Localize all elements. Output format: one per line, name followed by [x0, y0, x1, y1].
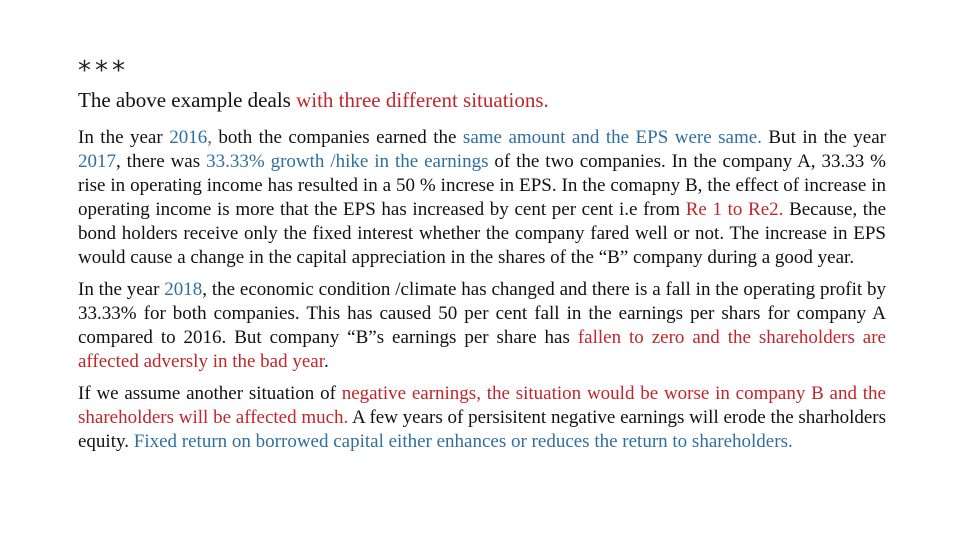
p2-fallen-zero: fallen to zero and the shareholders are … — [78, 327, 886, 372]
slide-content: *** The above example deals with three d… — [78, 58, 886, 462]
slide-heading: The above example deals with three diffe… — [78, 88, 886, 112]
p1-text-6: Because, the bond holders receive only t… — [78, 199, 886, 268]
p3-text-1: If we assume another situation of — [78, 383, 342, 404]
p3-text-2: A few years of persisitent negative earn… — [78, 407, 886, 452]
heading-accent: with three different situations. — [296, 88, 549, 112]
p1-text-5: of the two companies. In the company A, … — [78, 151, 886, 220]
p3-negative: negative earnings, the situation would b… — [78, 383, 886, 428]
p1-text-1: In the year — [78, 127, 170, 148]
p1-year-2017: 2017 — [78, 151, 116, 172]
p1-text-3: But in the year — [761, 127, 887, 148]
paragraph-2018: In the year 2018, the economic condition… — [78, 278, 886, 374]
p1-re-change: Re 1 to Re2. — [685, 199, 784, 220]
p2-year-2018: 2018 — [164, 279, 203, 300]
p1-text-4: , there was — [116, 151, 207, 172]
p2-text-3: . — [324, 351, 329, 372]
p1-growth: 33.33% growth /hike in the earnings — [206, 151, 489, 172]
paragraph-2016-2017: In the year 2016, both the companies ear… — [78, 126, 886, 270]
p3-fixed-return: Fixed return on borrowed capital either … — [133, 431, 793, 452]
heading-plain: The above example deals — [78, 88, 297, 112]
paragraph-negative-earnings: If we assume another situation of negati… — [78, 382, 886, 454]
p1-same-eps: same amount and the EPS were same. — [462, 127, 762, 148]
p1-year-2016: 2016, — [169, 127, 212, 148]
p1-text-2: both the companies earned the — [211, 127, 463, 148]
p2-text-1: In the year — [78, 279, 165, 300]
asterisk-marker: *** — [78, 56, 129, 86]
p2-text-2: , the economic condition /climate has ch… — [78, 279, 886, 348]
